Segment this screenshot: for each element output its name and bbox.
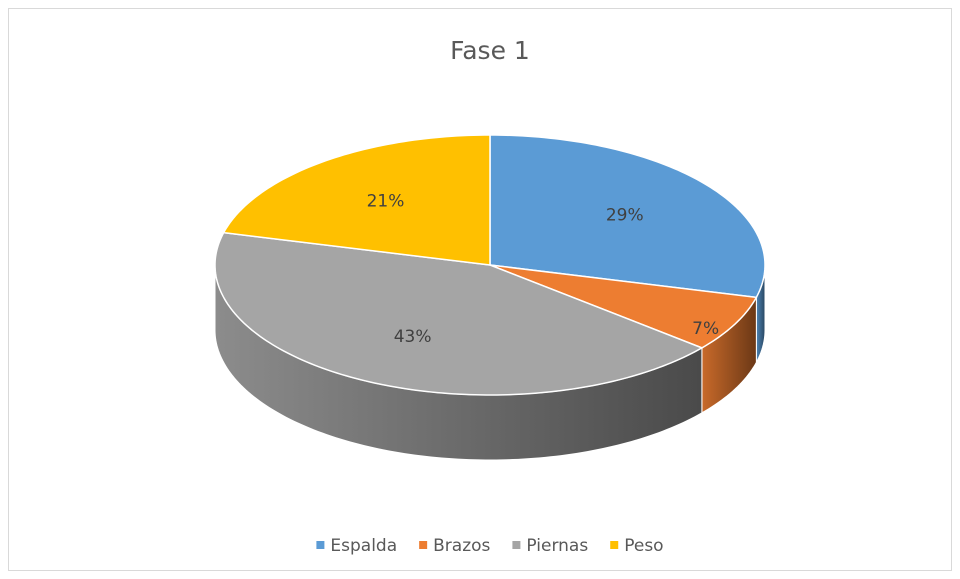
pie-slice <box>214 231 704 396</box>
pie-slice <box>222 134 491 266</box>
legend-marker <box>610 541 619 549</box>
legend-marker <box>316 541 325 549</box>
legend-label: Brazos <box>433 536 490 556</box>
data-label: 7% <box>692 319 719 339</box>
legend-label: Espalda <box>330 536 397 556</box>
data-label: 29% <box>606 206 644 226</box>
legend-label: Piernas <box>526 536 588 556</box>
chart-title: Fase 1 <box>450 36 530 65</box>
legend-label: Peso <box>624 536 663 556</box>
pie-slice <box>489 134 766 299</box>
legend-marker <box>419 541 428 549</box>
data-label: 43% <box>394 327 432 347</box>
legend-marker <box>512 541 521 549</box>
data-label: 21% <box>367 191 405 211</box>
pie-slice <box>489 264 758 349</box>
